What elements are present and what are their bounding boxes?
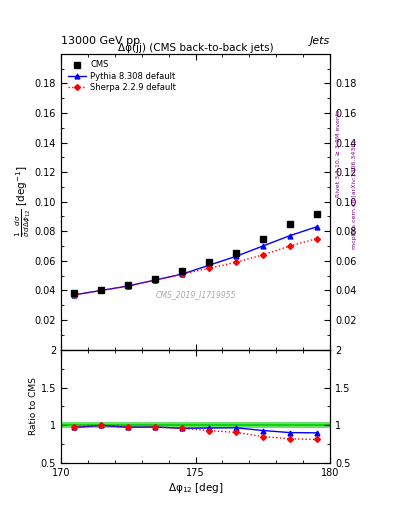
Text: Rivet 3.1.10, ≥ 3.2M events: Rivet 3.1.10, ≥ 3.2M events: [336, 110, 341, 198]
Text: mcplots.cern.ch [arXiv:1306.3436]: mcplots.cern.ch [arXiv:1306.3436]: [352, 140, 357, 249]
Y-axis label: Ratio to CMS: Ratio to CMS: [29, 377, 38, 435]
X-axis label: Δφ$_{12}$ [deg]: Δφ$_{12}$ [deg]: [168, 481, 223, 495]
Text: CMS_2019_I1719955: CMS_2019_I1719955: [155, 290, 236, 300]
Title: Δφ(jj) (CMS back-to-back jets): Δφ(jj) (CMS back-to-back jets): [118, 43, 273, 53]
Y-axis label: $\frac{1}{\bar{\sigma}}\frac{d\sigma}{d\Delta\phi_{12}}$ [deg$^{-1}$]: $\frac{1}{\bar{\sigma}}\frac{d\sigma}{d\…: [14, 166, 33, 238]
Text: Jets: Jets: [310, 36, 330, 46]
Bar: [61, 422, 330, 429]
Text: 13000 GeV pp: 13000 GeV pp: [61, 36, 140, 46]
Legend: CMS, Pythia 8.308 default, Sherpa 2.2.9 default: CMS, Pythia 8.308 default, Sherpa 2.2.9 …: [65, 58, 178, 94]
